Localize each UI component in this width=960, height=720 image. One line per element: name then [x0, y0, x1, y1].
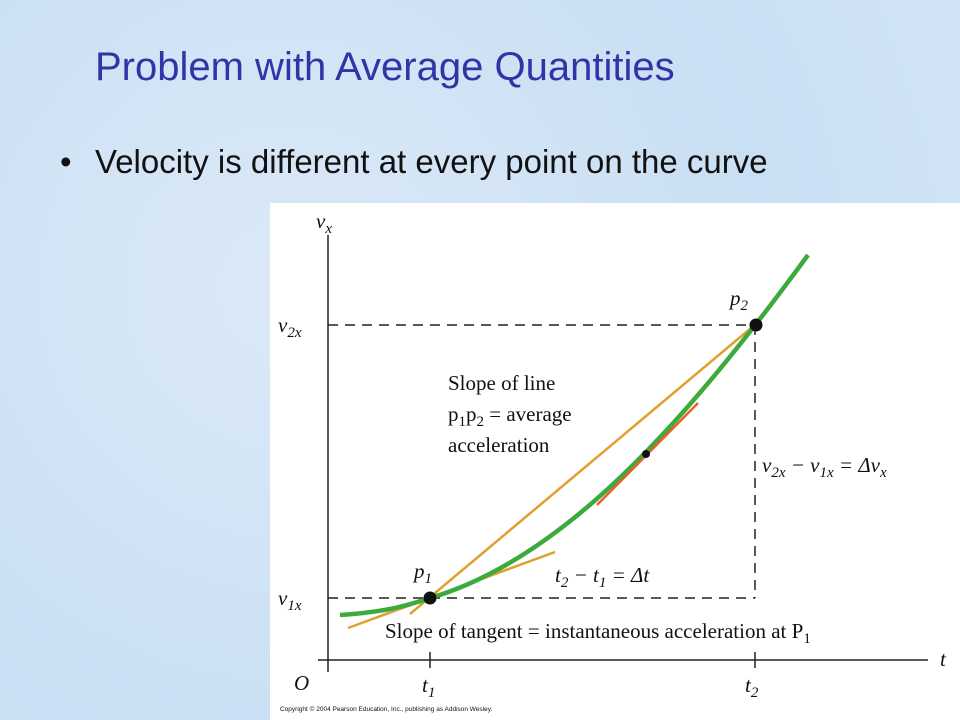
label-text: = Δt	[606, 563, 650, 587]
copyright: Copyright © 2004 Pearson Education, Inc.…	[280, 705, 493, 713]
p2-label: p2	[728, 286, 749, 314]
label-text: − t	[568, 563, 600, 587]
annotation-line: Slope of line	[448, 371, 555, 395]
delta-v-label: v2x − v1x = Δvx	[762, 453, 887, 481]
label-text: v	[278, 586, 288, 610]
subscript: 2x	[287, 325, 302, 341]
bullet-text: Velocity is different at every point on …	[95, 143, 768, 180]
bullet-dot: •	[60, 143, 72, 180]
subscript: 2	[477, 414, 485, 430]
label-text: t	[940, 647, 947, 671]
delta-t-label: t2 − t1 = Δt	[555, 563, 650, 591]
label-text: p	[466, 402, 477, 426]
subscript: 2	[741, 298, 749, 314]
label-text: O	[294, 671, 309, 695]
chord	[409, 322, 758, 615]
label-text: p	[728, 286, 741, 310]
subscript: 2	[561, 575, 569, 591]
v1-label: v1x	[278, 586, 302, 614]
subscript: 1	[425, 571, 433, 587]
origin-label: O	[294, 671, 309, 695]
label-text: p	[448, 402, 459, 426]
label-text: Slope of tangent = instantaneous acceler…	[385, 619, 803, 643]
label-text: = average	[484, 402, 572, 426]
point-mid	[642, 450, 650, 458]
subscript: 2x	[771, 465, 786, 481]
x-axis-label: t	[940, 647, 947, 671]
subscript: 1	[459, 414, 467, 430]
label-text: = Δv	[834, 453, 881, 477]
subscript: 1x	[287, 598, 302, 614]
label-text: t	[555, 563, 562, 587]
label-text: Slope of line	[448, 371, 555, 395]
subscript: 1	[599, 575, 607, 591]
annotation-line: p1p2 = average	[448, 402, 572, 430]
label-text: v	[316, 209, 326, 233]
label-text: v	[278, 313, 288, 337]
label-text: v	[762, 453, 772, 477]
v2-label: v2x	[278, 313, 302, 341]
subscript: 1	[803, 631, 811, 647]
bullet: • Velocity is different at every point on…	[60, 140, 840, 184]
point-p2	[749, 318, 763, 332]
annotation-line: acceleration	[448, 433, 550, 457]
label-text: acceleration	[448, 433, 550, 457]
label-text: − v	[786, 453, 821, 477]
subscript: 1	[428, 685, 436, 701]
subscript: x	[324, 221, 332, 237]
axes	[318, 235, 928, 672]
label-text: t	[422, 673, 429, 697]
y-axis-label: vx	[316, 209, 332, 237]
p1-label: p1	[412, 559, 432, 587]
t2-label: t2	[745, 673, 759, 701]
subscript: x	[879, 465, 887, 481]
subscript: 2	[751, 685, 759, 701]
label-text: p	[412, 559, 425, 583]
subscript: 1x	[820, 465, 835, 481]
label-text: t	[745, 673, 752, 697]
guides	[328, 324, 756, 599]
bullet-list: • Velocity is different at every point on…	[60, 140, 840, 184]
tangent-label: Slope of tangent = instantaneous acceler…	[385, 619, 811, 647]
point-p1	[423, 591, 437, 605]
figure-background	[270, 203, 960, 720]
slide-title: Problem with Average Quantities	[95, 45, 675, 89]
curve	[339, 253, 810, 618]
t1-label: t1	[422, 673, 435, 701]
